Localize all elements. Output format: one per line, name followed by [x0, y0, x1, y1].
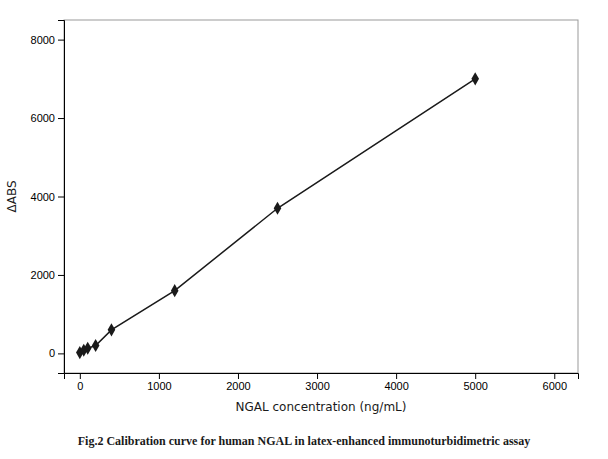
- tick-label: 2000: [226, 380, 250, 392]
- tick-label: 6000: [31, 112, 55, 124]
- tick: 6000: [31, 112, 64, 124]
- tick: 4000: [31, 191, 64, 203]
- axis-line: [65, 374, 579, 380]
- point: [471, 72, 479, 85]
- tick-label: 3000: [305, 380, 329, 392]
- tick: 6000: [543, 373, 567, 392]
- plot-frame: [64, 20, 578, 373]
- tick: 8000: [31, 34, 64, 46]
- title: Fig.2 Calibration curve for human NGAL i…: [78, 434, 530, 448]
- tick-mark: [58, 353, 64, 354]
- tick-mark: [317, 373, 318, 379]
- point: [108, 323, 116, 336]
- tick-mark: [159, 373, 160, 379]
- tick: 0: [49, 347, 64, 359]
- tick: 3000: [305, 373, 329, 392]
- tick-label: 4000: [384, 380, 408, 392]
- tick-mark: [58, 118, 64, 119]
- tick: 4000: [384, 373, 408, 392]
- point: [274, 202, 282, 215]
- tick: 2000: [31, 269, 64, 281]
- tick-mark: [475, 373, 476, 379]
- tick: 5000: [463, 373, 487, 392]
- point: [84, 342, 92, 355]
- tick-mark: [58, 40, 64, 41]
- x-axis: 0 1000 2000 3000 4000 5000 6000: [65, 373, 579, 392]
- tick-label: 6000: [543, 380, 567, 392]
- point: [92, 339, 100, 352]
- tick: 1000: [147, 373, 171, 392]
- axis-line: [58, 21, 65, 374]
- tick: 2000: [226, 373, 250, 392]
- chart-svg: 0 1000 2000 3000 4000 5000 6000 0 2000 4000 6000 80…: [0, 0, 608, 459]
- x-axis-label: NGAL concentration (ng/mL): [236, 400, 407, 414]
- tick-mark: [58, 197, 64, 198]
- marks: [76, 72, 479, 359]
- tick-mark: [58, 275, 64, 276]
- tick-label: 0: [49, 347, 55, 359]
- point: [171, 284, 179, 297]
- y-axis-label: ΔABS: [5, 180, 19, 212]
- tick-mark: [238, 373, 239, 379]
- tick: 0: [77, 373, 83, 392]
- y-axis: 0 2000 4000 6000 8000: [31, 21, 65, 374]
- line: [80, 79, 475, 353]
- tick-label: 2000: [31, 269, 55, 281]
- tick-label: 1000: [147, 380, 171, 392]
- tick-mark: [554, 373, 555, 379]
- tick-label: 5000: [463, 380, 487, 392]
- plot-area: 0 1000 2000 3000 4000 5000 6000 0 2000 4000 6000 80…: [31, 20, 579, 392]
- tick-label: 0: [77, 380, 83, 392]
- tick-label: 4000: [31, 191, 55, 203]
- tick-mark: [80, 373, 81, 379]
- tick-label: 8000: [31, 34, 55, 46]
- tick-mark: [396, 373, 397, 379]
